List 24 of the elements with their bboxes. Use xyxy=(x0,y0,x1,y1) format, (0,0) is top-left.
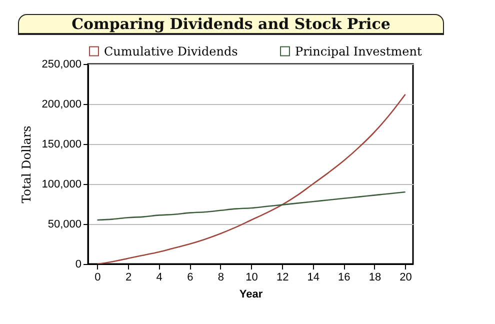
y-axis-title: Total Dollars xyxy=(20,126,34,204)
chart-title: Comparing Dividends and Stock Price xyxy=(18,14,444,35)
y-tick-label: 50,000 xyxy=(48,218,82,230)
y-tick-label: 200,000 xyxy=(42,98,82,110)
x-tick-label: 4 xyxy=(156,272,162,284)
legend-label: Cumulative Dividends xyxy=(104,44,238,58)
x-tick-label: 0 xyxy=(94,272,101,284)
x-tick-label: 16 xyxy=(338,272,350,284)
line-series xyxy=(96,191,406,221)
x-tick-label: 2 xyxy=(125,272,132,284)
line-series xyxy=(96,94,406,264)
y-tick-label: 100,000 xyxy=(42,178,82,190)
x-tick-label: 6 xyxy=(187,272,194,284)
legend-label: Principal Investment xyxy=(295,44,422,58)
x-tick-label: 12 xyxy=(276,272,289,284)
x-tick-label: 20 xyxy=(400,272,412,284)
y-tick-label: 150,000 xyxy=(42,138,82,150)
x-tick-label: 14 xyxy=(307,272,320,284)
x-axis-title: Year xyxy=(239,288,264,300)
x-tick-label: 18 xyxy=(368,272,382,284)
y-tick-label: 0 xyxy=(75,258,82,270)
x-tick-label: 8 xyxy=(218,272,224,284)
y-tick-label: 250,000 xyxy=(42,58,82,70)
x-tick-label: 10 xyxy=(246,272,258,284)
